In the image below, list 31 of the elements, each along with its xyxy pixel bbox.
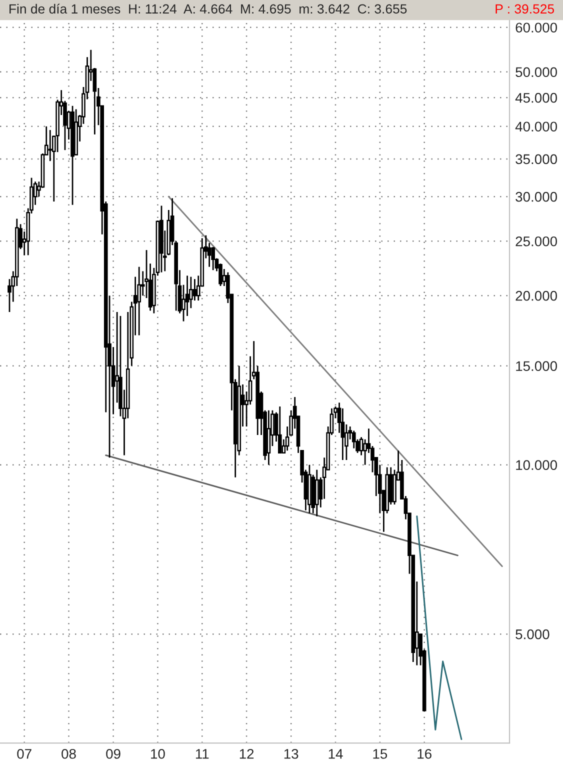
line-series bbox=[416, 516, 462, 740]
x-tick-label: 09 bbox=[106, 748, 120, 759]
y-tick-label: 40.000 bbox=[515, 122, 558, 132]
candlestick bbox=[211, 246, 215, 271]
y-tick-label: 15.000 bbox=[516, 361, 558, 372]
candlestick bbox=[352, 430, 356, 450]
x-tick-label: 08 bbox=[62, 748, 76, 759]
x-tick-label: 13 bbox=[284, 748, 298, 759]
text: P : 39.525 bbox=[496, 4, 554, 14]
y-tick-label: 50.000 bbox=[516, 67, 558, 78]
x-tick-label: 12 bbox=[240, 748, 254, 759]
y-tick-label: 25.000 bbox=[516, 236, 558, 246]
chart-title: Fin de día 1 meses H: 11:24 A: 4.664 M: 4.695 m: 3.642 C: 3.655 bbox=[10, 4, 407, 14]
x-tick-label: 10 bbox=[151, 748, 165, 759]
x-tick-label: 07 bbox=[17, 748, 32, 759]
y-tick-label: 5.000 bbox=[516, 629, 550, 640]
x-tick-label: 11 bbox=[196, 749, 209, 759]
candlestick bbox=[48, 129, 52, 162]
x-tick-label: 16 bbox=[418, 748, 432, 759]
y-tick-label: 30.000 bbox=[516, 192, 558, 202]
candlestick bbox=[192, 278, 197, 302]
candlestick bbox=[218, 262, 222, 287]
y-tick-label: 45.000 bbox=[515, 92, 558, 103]
x-tick-label: 14 bbox=[328, 749, 343, 759]
y-tick-label: 35.000 bbox=[516, 154, 558, 164]
y-tick-label: 60.000 bbox=[516, 22, 558, 33]
candlestick bbox=[137, 266, 141, 336]
candlestick bbox=[278, 406, 282, 454]
y-tick-label: 10.000 bbox=[516, 460, 558, 470]
x-tick-label: 15 bbox=[373, 749, 388, 759]
y-tick-label: 20.000 bbox=[516, 290, 558, 301]
